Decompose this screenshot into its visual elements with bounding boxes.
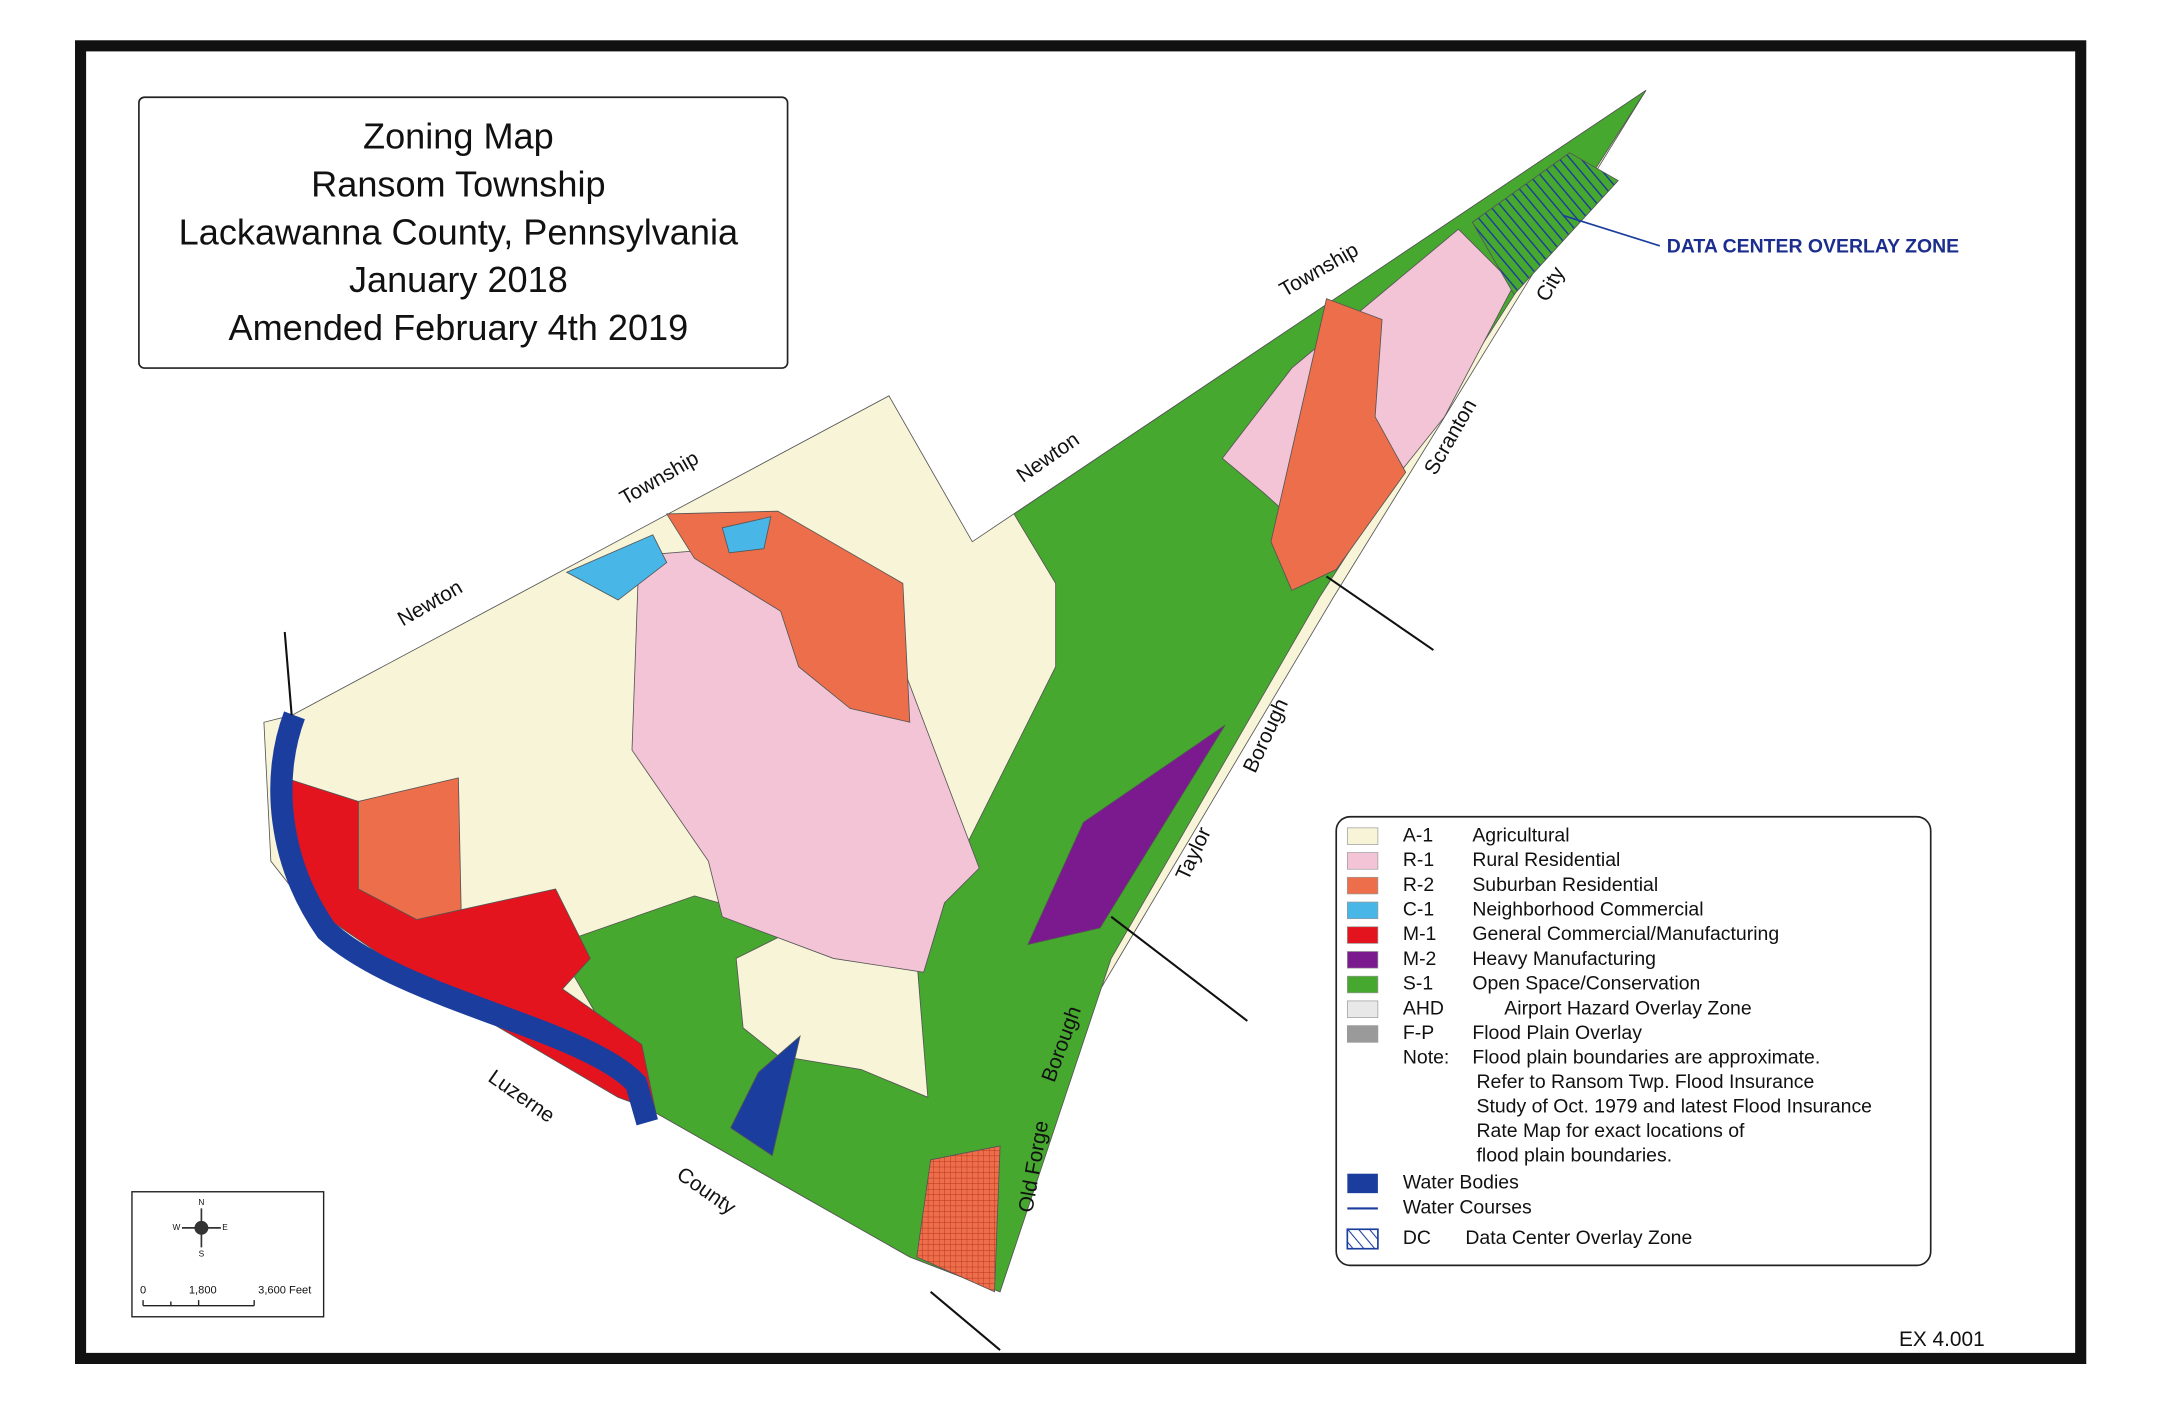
legend-code: F-P xyxy=(1403,1022,1434,1044)
zone-c1b xyxy=(721,516,772,554)
legend-swatch xyxy=(1346,876,1379,895)
scale-label: 0 xyxy=(140,1284,146,1296)
legend-swatch xyxy=(1347,1173,1378,1194)
boundary-line xyxy=(283,631,293,716)
legend-label: Water Bodies xyxy=(1403,1172,1519,1194)
legend-swatch xyxy=(1346,951,1379,969)
neighbor-label: Township xyxy=(616,447,703,510)
legend-label: Suburban Residential xyxy=(1472,874,1658,896)
legend-label: Flood Plain Overlay xyxy=(1472,1022,1642,1044)
compass-letter: N xyxy=(198,1197,204,1207)
legend-label: Open Space/Conservation xyxy=(1472,973,1700,995)
compass-arrows xyxy=(181,1208,221,1248)
legend-swatch xyxy=(1346,852,1379,870)
legend-note-line: Study of Oct. 1979 and latest Flood Insu… xyxy=(1477,1095,1872,1117)
title-box xyxy=(138,96,789,369)
legend-note-line: Flood plain boundaries are approximate. xyxy=(1472,1047,1820,1069)
legend-code: AHD xyxy=(1403,997,1444,1019)
title-line: Amended February 4th 2019 xyxy=(229,307,689,348)
legend-code: C-1 xyxy=(1403,898,1434,920)
legend-code: M-2 xyxy=(1403,948,1436,970)
boundary-line xyxy=(1325,575,1435,651)
legend-note-line: Rate Map for exact locations of xyxy=(1477,1120,1746,1142)
boundary-line xyxy=(929,1290,1001,1351)
legend-box xyxy=(1335,815,1932,1267)
legend-swatch xyxy=(1346,827,1379,845)
compass-letter: W xyxy=(172,1222,180,1232)
boundary-line xyxy=(1110,915,1248,1022)
legend-code: M-1 xyxy=(1403,923,1436,945)
legend-swatch xyxy=(1346,1000,1379,1018)
title-line: Zoning Map xyxy=(363,115,554,156)
legend-label: Water Courses xyxy=(1403,1197,1532,1219)
lake xyxy=(730,1035,801,1157)
legend-label: Agricultural xyxy=(1472,824,1569,846)
legend-code: R-1 xyxy=(1403,849,1434,871)
overlay-pointer xyxy=(1562,214,1661,247)
zone-r2-se xyxy=(916,1145,1001,1293)
neighbor-label: County xyxy=(673,1163,741,1220)
legend-label: Rural Residential xyxy=(1472,849,1620,871)
overlay-label: DATA CENTER OVERLAY ZONE xyxy=(1667,235,1959,257)
zone-r2-center xyxy=(665,510,911,723)
legend-swatch xyxy=(1346,975,1379,994)
compass-letter: S xyxy=(199,1248,205,1258)
data-center-zone xyxy=(1471,152,1619,296)
legend-swatch xyxy=(1346,926,1379,944)
legend-swatch xyxy=(1346,1025,1379,1043)
title-line: Ransom Township xyxy=(311,163,605,204)
legend-note-line: flood plain boundaries. xyxy=(1477,1144,1673,1166)
river xyxy=(270,711,658,1126)
legend-swatch xyxy=(1346,901,1379,920)
title-line: January 2018 xyxy=(349,259,568,300)
frame xyxy=(75,40,2087,1364)
scale-bar xyxy=(142,1300,255,1307)
compass-letter: E xyxy=(222,1222,228,1232)
legend-label: Airport Hazard Overlay Zone xyxy=(1504,997,1751,1019)
legend-label: Neighborhood Commercial xyxy=(1472,898,1703,920)
legend-label: Heavy Manufacturing xyxy=(1472,948,1656,970)
legend-code: S-1 xyxy=(1403,973,1433,995)
legend-code: R-2 xyxy=(1403,874,1434,896)
map-root: Zoning Map Ransom Township Lackawanna Coun… xyxy=(75,40,2087,1364)
scale-label: 3,600 Feet xyxy=(258,1284,311,1296)
legend-code: A-1 xyxy=(1403,824,1433,846)
neighbor-label: Newton xyxy=(394,576,467,631)
title-line: Lackawanna County, Pennsylvania xyxy=(179,211,739,252)
legend-swatch xyxy=(1346,1228,1379,1250)
legend-label: Data Center Overlay Zone xyxy=(1465,1227,1692,1249)
legend-note-line: Refer to Ransom Twp. Flood Insurance xyxy=(1477,1071,1815,1093)
legend-label: General Commercial/Manufacturing xyxy=(1472,923,1779,945)
zone-c1 xyxy=(565,534,668,601)
legend-code: DC xyxy=(1403,1227,1431,1249)
zone-m2 xyxy=(1027,724,1226,946)
scale-box xyxy=(131,1191,325,1318)
legend-note-code: Note: xyxy=(1403,1047,1449,1069)
neighbor-label: Luzerne xyxy=(484,1065,559,1127)
zone-r2-ne xyxy=(1270,298,1407,591)
exhibit-label: EX 4.001 xyxy=(1899,1328,1985,1351)
scale-label: 1,800 xyxy=(189,1284,217,1296)
